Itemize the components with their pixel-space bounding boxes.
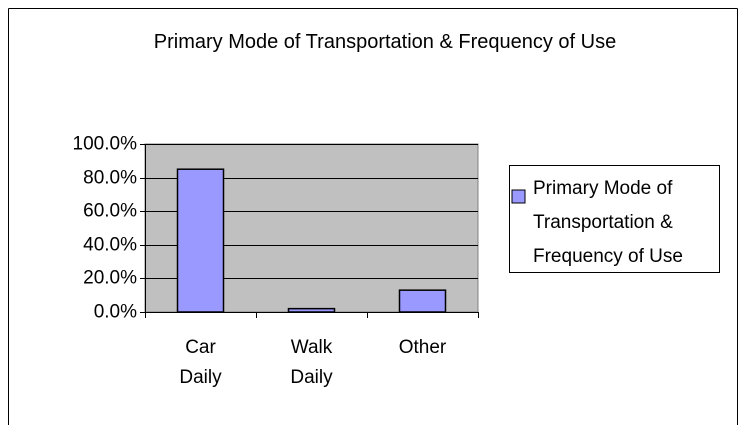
bar — [287, 307, 336, 313]
bar — [176, 168, 225, 313]
legend-swatch — [511, 189, 526, 204]
y-tick-label: 0.0% — [94, 302, 137, 323]
y-tick-label: 100.0% — [73, 134, 138, 155]
y-tick-label: 20.0% — [83, 268, 137, 289]
x-tick-label: Walk Daily — [290, 337, 333, 388]
y-tick-label: 60.0% — [83, 201, 137, 222]
y-tick-label: 40.0% — [83, 235, 137, 256]
y-tick-label: 80.0% — [83, 168, 137, 189]
x-tick-label: Car Daily — [179, 337, 222, 388]
legend-box — [509, 165, 720, 273]
chart-title: Primary Mode of Transportation & Frequen… — [153, 31, 617, 53]
legend-label: Primary Mode of Transportation & Frequen… — [533, 178, 683, 267]
bar — [398, 289, 447, 313]
x-tick-label: Other — [398, 337, 447, 358]
